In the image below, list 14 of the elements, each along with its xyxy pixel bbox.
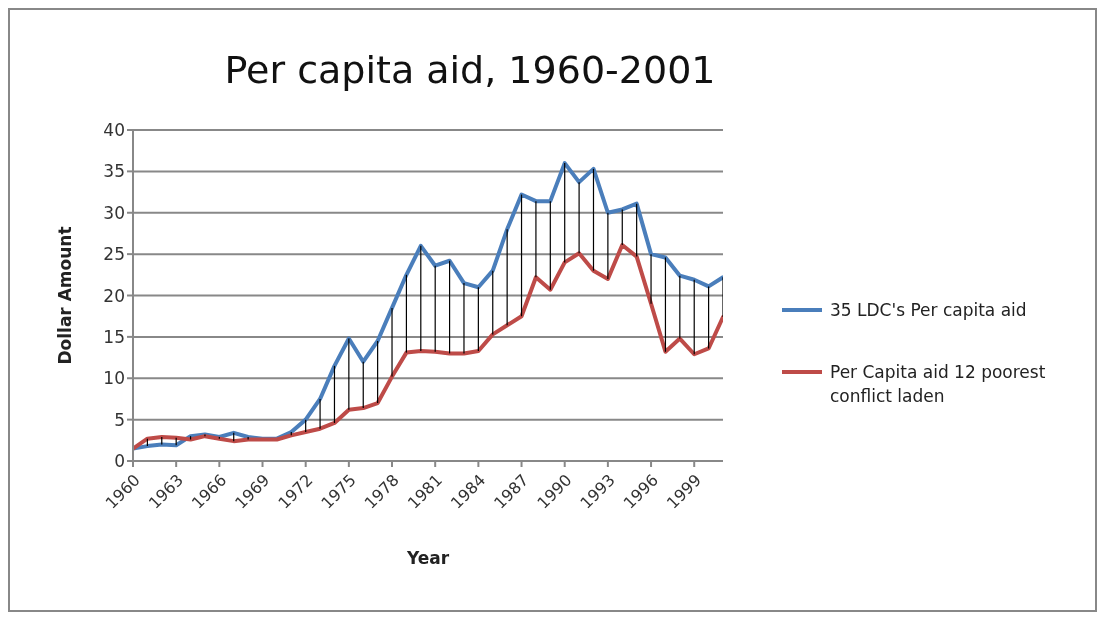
y-tick-label: 25 — [103, 244, 125, 265]
y-axis-title: Dollar Amount — [55, 226, 76, 365]
y-tick-label: 20 — [103, 285, 125, 306]
y-tick-label: 30 — [103, 202, 125, 223]
y-tick-label: 40 — [103, 120, 125, 141]
y-tick-label: 5 — [114, 409, 125, 430]
legend-label: Per Capita aid 12 poorest conflict laden — [830, 361, 1047, 408]
x-axis-title: Year — [405, 548, 450, 568]
chart-title: Per capita aid, 1960-2001 — [223, 48, 717, 92]
y-tick-label: 10 — [103, 368, 125, 389]
y-tick-label: 35 — [103, 161, 125, 182]
y-tick-label: 0 — [114, 451, 125, 472]
y-tick-label: 15 — [103, 326, 125, 347]
legend-label: 35 LDC's Per capita aid — [830, 299, 1027, 322]
